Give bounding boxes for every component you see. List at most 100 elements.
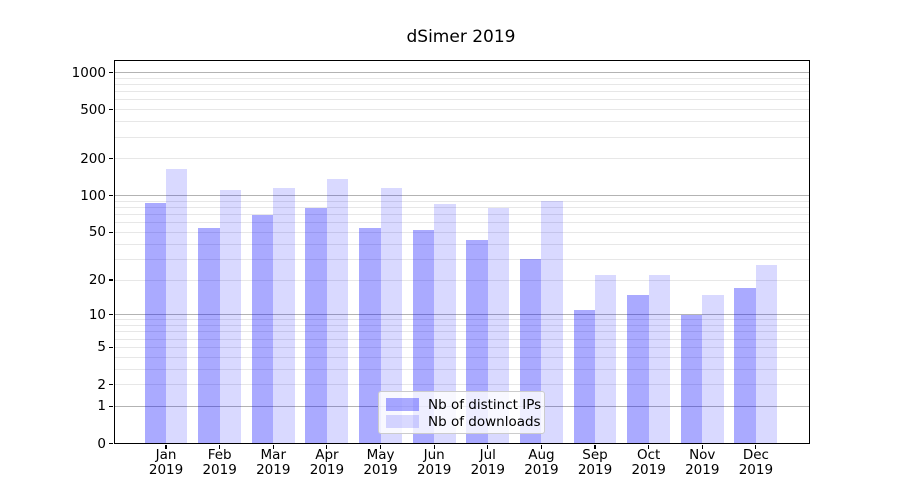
grid-minor-line — [113, 136, 810, 138]
grid-minor-line — [113, 331, 810, 333]
y-tick-label: 1000 — [71, 64, 106, 81]
grid-minor-line — [113, 200, 810, 202]
y-tick-label: 500 — [80, 101, 106, 118]
grid-minor-line — [113, 279, 810, 281]
legend-label-distinct-ips: Nb of distinct IPs — [428, 396, 542, 413]
y-tick-mark — [108, 442, 113, 445]
x-tick-mark — [540, 444, 542, 449]
x-tick-year: 2019 — [524, 462, 559, 478]
plot-area — [113, 60, 810, 444]
x-tick-label: Dec 2019 — [721, 447, 791, 479]
bar-distinct-ips — [305, 208, 327, 444]
x-tick-year: 2019 — [148, 462, 184, 478]
x-tick-mark — [755, 444, 757, 449]
x-tick-mark — [701, 444, 703, 449]
bar-distinct-ips — [680, 314, 703, 444]
grid-minor-line — [113, 325, 810, 327]
y-tick-mark — [108, 279, 113, 281]
y-tick-mark — [108, 72, 113, 74]
grid-major-line — [113, 314, 810, 316]
grid-minor-line — [113, 121, 810, 123]
y-tick-label: 100 — [80, 187, 106, 204]
grid-minor-line — [113, 222, 810, 224]
x-tick-month: May — [366, 446, 395, 463]
grid-minor-line — [113, 258, 810, 260]
bar-downloads — [755, 264, 778, 444]
x-tick-month: Sep — [582, 446, 608, 463]
bar-downloads — [487, 207, 510, 444]
grid-major-line — [113, 195, 810, 197]
bar-downloads — [166, 169, 188, 444]
bar-downloads — [273, 187, 295, 444]
x-tick-label: Apr 2019 — [292, 446, 362, 479]
y-tick-mark — [108, 195, 113, 197]
bar-distinct-ips — [734, 288, 756, 444]
x-tick-label: Aug 2019 — [506, 446, 576, 479]
bar-distinct-ips — [198, 228, 220, 444]
y-tick-mark — [108, 314, 113, 316]
y-tick-label: 50 — [88, 224, 106, 241]
bar-downloads — [434, 203, 456, 444]
bar-downloads — [595, 275, 617, 444]
y-tick-label: 0 — [97, 435, 106, 452]
y-tick-label: 2 — [97, 376, 106, 393]
x-tick-mark — [379, 444, 382, 449]
legend-swatch-downloads — [386, 415, 419, 428]
grid-minor-line — [113, 77, 810, 79]
bar-downloads — [380, 187, 402, 444]
grid-minor-line — [113, 109, 810, 111]
x-tick-year: 2019 — [202, 462, 237, 478]
grid-minor-line — [113, 214, 810, 216]
x-tick-year: 2019 — [577, 462, 613, 478]
grid-minor-line — [113, 231, 810, 233]
x-tick-mark — [594, 444, 596, 449]
x-tick-label: Oct 2019 — [614, 446, 684, 479]
x-tick-year: 2019 — [256, 462, 291, 478]
x-tick-mark — [165, 444, 167, 449]
x-tick-year: 2019 — [416, 462, 452, 478]
grid-minor-line — [113, 338, 810, 340]
x-tick-year: 2019 — [470, 462, 505, 478]
x-tick-label: Jan 2019 — [131, 446, 201, 479]
y-tick-label: 10 — [88, 306, 106, 323]
grid-minor-line — [113, 384, 810, 386]
x-tick-label: Feb 2019 — [185, 447, 255, 479]
grid-minor-line — [113, 368, 810, 370]
y-tick-mark — [108, 383, 113, 386]
grid-minor-line — [113, 207, 810, 209]
y-tick-label: 1 — [97, 398, 106, 415]
y-tick-label: 200 — [80, 150, 106, 167]
x-tick-label: Mar 2019 — [238, 446, 308, 479]
y-tick-mark — [108, 405, 113, 407]
y-tick-mark — [108, 158, 113, 160]
bar-distinct-ips — [573, 310, 595, 444]
chart-title: dSimer 2019 — [406, 27, 516, 47]
y-tick-mark — [108, 231, 113, 233]
x-tick-mark — [648, 444, 650, 449]
x-tick-year: 2019 — [309, 462, 345, 478]
x-tick-mark — [272, 444, 274, 449]
grid-minor-line — [113, 158, 810, 160]
x-tick-label: Sep 2019 — [560, 446, 630, 479]
bar-distinct-ips — [251, 214, 274, 444]
x-tick-month: Apr — [315, 446, 339, 463]
legend-label-downloads: Nb of downloads — [428, 413, 541, 430]
grid-minor-line — [113, 99, 810, 101]
bar-downloads — [541, 201, 563, 444]
x-tick-month: Aug — [528, 446, 555, 463]
grid-minor-line — [113, 84, 810, 86]
x-tick-year: 2019 — [363, 462, 398, 478]
grid-minor-line — [113, 91, 810, 93]
x-tick-month: Oct — [636, 446, 661, 463]
x-tick-month: Mar — [260, 446, 287, 463]
x-tick-label: Nov 2019 — [667, 447, 737, 479]
legend: Nb of distinct IPs Nb of downloads — [378, 391, 545, 434]
x-tick-year: 2019 — [685, 462, 720, 478]
bar-distinct-ips — [359, 228, 381, 444]
x-tick-month: Jan — [155, 446, 177, 463]
x-tick-label: Jun 2019 — [399, 446, 469, 479]
x-tick-year: 2019 — [631, 462, 666, 478]
x-tick-month: Jun — [423, 446, 445, 463]
bar-distinct-ips — [144, 203, 167, 444]
